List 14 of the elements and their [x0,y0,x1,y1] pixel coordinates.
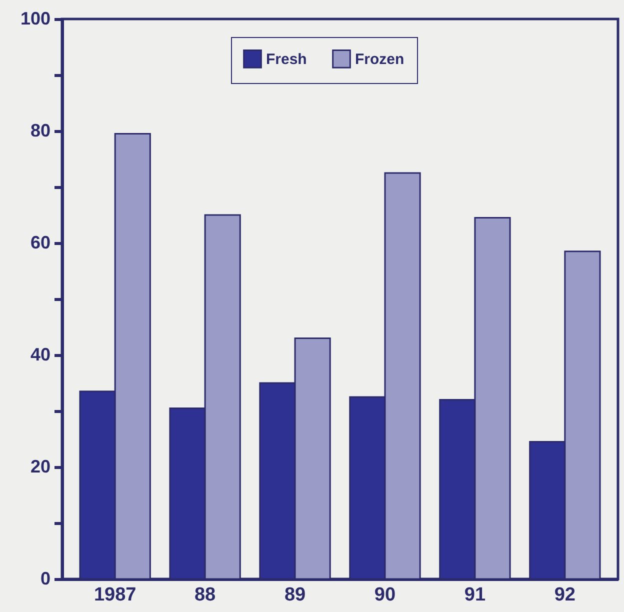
y-tick-label: 0 [40,568,50,588]
y-tick-label: 60 [30,232,50,252]
y-tick-label: 40 [30,344,50,364]
y-tick-label: 100 [20,8,50,28]
x-tick-label: 91 [464,584,486,606]
legend-label: Frozen [355,50,404,68]
x-tick-label: 88 [194,584,216,606]
y-tick-label: 80 [30,120,50,140]
x-tick-label: 1987 [94,584,136,606]
x-tick-label: 92 [554,584,576,606]
y-tick-label: 20 [30,456,50,476]
x-tick-label: 90 [374,584,396,606]
legend-label: Fresh [266,50,307,68]
x-tick-label: 89 [284,584,306,606]
